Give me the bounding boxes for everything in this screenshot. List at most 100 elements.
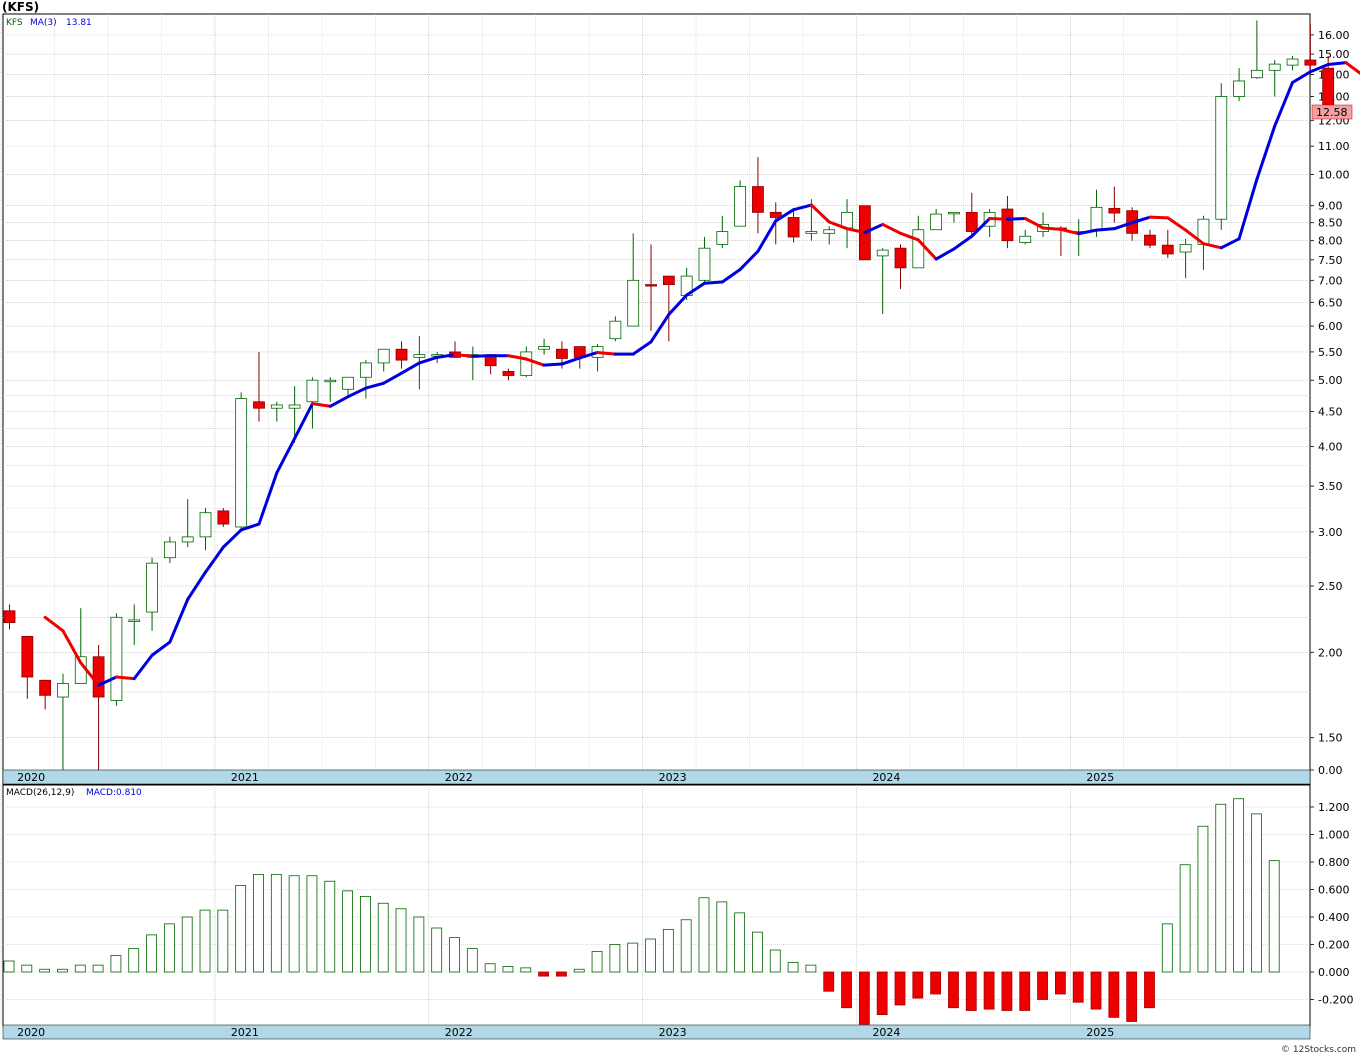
macd-bar — [431, 927, 443, 973]
ma3-segment — [1255, 124, 1277, 181]
price-gridlines — [3, 34, 1310, 771]
macd-bar — [1019, 971, 1031, 1011]
candle-body — [288, 404, 301, 409]
price-tick-label: 8.50 — [1318, 217, 1343, 230]
macd-bar — [1037, 971, 1048, 1000]
candle-body — [894, 247, 907, 269]
candle-body — [3, 610, 16, 624]
candle-body — [538, 346, 550, 350]
macd-bar — [876, 971, 888, 1016]
ma3-segment — [934, 247, 956, 261]
ma3-segment — [97, 675, 118, 687]
candle — [235, 392, 248, 529]
macd-histogram — [3, 798, 1280, 1025]
candle — [1215, 83, 1228, 230]
price-tick-label: 15.00 — [1318, 48, 1350, 61]
ma3-segment — [738, 249, 760, 271]
candle-body — [841, 211, 853, 229]
price-tick-label: 6.50 — [1318, 296, 1343, 309]
price-legend-ma-value: 13.81 — [66, 18, 92, 28]
candle — [965, 192, 978, 237]
price-tick-label: 8.00 — [1318, 235, 1343, 248]
candle-body — [520, 351, 533, 376]
candle-body — [698, 247, 711, 281]
macd-bar — [912, 971, 924, 999]
ma3-segment — [204, 545, 225, 574]
ma3-segment — [720, 267, 742, 284]
ma3-segment — [809, 203, 831, 224]
macd-year-labels: 2020 2021 2022 2023 2024 2025 — [17, 1026, 1114, 1039]
macd-vertical-gridlines — [0, 785, 1071, 1025]
ma3-segment — [863, 222, 885, 235]
ma3-segment — [61, 629, 83, 665]
candle — [270, 401, 283, 422]
macd-bar — [1108, 971, 1120, 1018]
ma3-segment — [756, 219, 778, 253]
macd-bar — [1001, 971, 1013, 1011]
candle — [288, 386, 301, 443]
macd-bar — [841, 971, 852, 1009]
ma3-segment — [453, 353, 475, 358]
macd-bar — [716, 901, 728, 973]
macd-year-label: 2020 — [17, 1026, 45, 1039]
macd-bar — [306, 875, 318, 973]
macd-year-label: 2023 — [659, 1026, 687, 1039]
candle-body — [556, 348, 568, 359]
candle-body — [110, 616, 123, 701]
candle — [894, 244, 907, 289]
macd-bar — [1072, 971, 1084, 1003]
price-year-label: 2025 — [1086, 771, 1114, 784]
candle-body — [306, 379, 319, 403]
ma3-segment — [1041, 226, 1063, 231]
ma3-segment — [952, 234, 974, 251]
ma3-segment — [150, 640, 172, 657]
macd-tick-label: 0.200 — [1318, 939, 1350, 952]
macd-bar — [57, 968, 68, 973]
ma3-segment — [1095, 227, 1116, 232]
candle-body — [1286, 58, 1299, 66]
candle — [716, 215, 729, 249]
candle-body — [1144, 234, 1156, 246]
macd-bar — [3, 960, 15, 973]
macd-bar — [930, 971, 942, 995]
price-vertical-gridlines — [0, 14, 1231, 770]
ma3-segment — [400, 361, 421, 375]
macd-bar — [609, 944, 621, 973]
ma3-segment — [1005, 217, 1027, 221]
macd-tick-label: 0.400 — [1318, 911, 1350, 924]
macd-bar — [805, 964, 817, 973]
ma3-segment — [524, 357, 546, 367]
ma3-segment — [774, 208, 796, 223]
candle — [930, 209, 943, 231]
price-year-label: 2023 — [659, 771, 687, 784]
ma3-segment — [132, 653, 154, 681]
macd-bar — [163, 923, 175, 973]
macd-year-band — [2, 1024, 1311, 1040]
ma3-segment — [186, 570, 208, 601]
ma3-segment — [43, 615, 65, 633]
price-year-label: 2021 — [231, 771, 259, 784]
macd-bar — [556, 971, 567, 977]
candle-body — [199, 512, 212, 538]
price-tick-label: 11.00 — [1318, 140, 1350, 153]
macd-legend-value: MACD:0.810 — [86, 788, 142, 798]
price-tick-label: 0.00 — [1318, 764, 1343, 777]
candle-body — [217, 510, 230, 525]
macd-bar — [1215, 803, 1227, 973]
candle-body — [1090, 206, 1103, 231]
macd-bar — [288, 875, 300, 973]
price-tick-label: 7.50 — [1318, 254, 1343, 267]
price-tick-label: 16.00 — [1318, 29, 1350, 42]
price-tick-label: 2.50 — [1318, 580, 1343, 593]
macd-bar — [573, 968, 585, 973]
candle-body — [1161, 244, 1174, 255]
macd-bar — [74, 964, 86, 973]
candle-body — [1251, 69, 1263, 79]
candle — [199, 508, 212, 551]
ma3-segment — [916, 238, 938, 261]
macd-bar — [395, 908, 407, 973]
candle — [1268, 60, 1281, 97]
last-price-tag: 12.58 — [1316, 106, 1348, 119]
macd-bar — [858, 971, 870, 1025]
price-tick-label: 1.50 — [1318, 732, 1343, 745]
